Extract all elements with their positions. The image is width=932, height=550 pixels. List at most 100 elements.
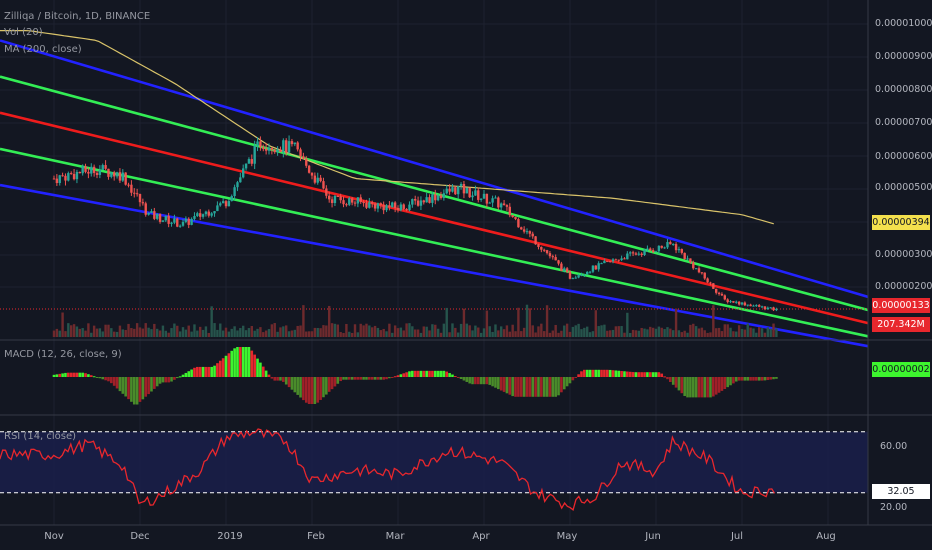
candle-body: [663, 247, 666, 249]
volume-bar: [746, 323, 749, 337]
candle-body: [285, 140, 288, 153]
candle-body: [505, 205, 509, 207]
volume-bar: [505, 325, 509, 337]
volume-bar: [87, 323, 90, 337]
volume-bar: [436, 328, 440, 337]
macd-bar: [376, 377, 380, 380]
macd-bar: [671, 377, 675, 385]
volume-bar: [431, 324, 434, 337]
volume-bar: [393, 325, 397, 337]
candle-body: [454, 187, 457, 195]
volume-bar: [336, 324, 339, 337]
candle-body: [147, 212, 150, 215]
volume-bar: [262, 332, 265, 337]
macd-bar: [439, 370, 443, 377]
candle-body: [482, 193, 486, 199]
candle-body: [583, 274, 586, 276]
candle-body: [267, 147, 271, 151]
volume-bar: [391, 332, 394, 337]
macd-bar: [216, 363, 219, 377]
candle-body: [479, 198, 483, 200]
macd-bar: [218, 360, 222, 377]
volume-bar: [333, 323, 337, 337]
rsi-indicator-label[interactable]: RSI (14, close): [4, 431, 77, 442]
macd-bar: [373, 377, 377, 380]
candle-body: [193, 216, 196, 219]
candle-body: [554, 257, 557, 261]
volume-bar: [176, 325, 179, 337]
candle-body: [614, 259, 618, 261]
volume-bar: [339, 332, 342, 337]
volume-bar: [709, 332, 712, 337]
macd-bar: [637, 372, 641, 377]
candle-body: [276, 149, 279, 153]
candle-body: [319, 177, 322, 182]
time-axis-label: Jun: [645, 531, 661, 542]
candle-body: [603, 261, 606, 264]
volume-bar: [293, 329, 296, 337]
candle-body: [158, 214, 162, 222]
volume-bar: [204, 326, 208, 337]
volume-bar: [454, 327, 457, 337]
ma-indicator-label[interactable]: MA (200, close): [4, 44, 82, 55]
macd-bar: [327, 377, 331, 392]
candle-body: [135, 193, 139, 195]
candle-body: [133, 192, 136, 194]
candle-body: [737, 301, 741, 305]
macd-bar: [517, 377, 520, 397]
volume-bar: [706, 332, 709, 337]
symbol-title[interactable]: Zilliqa / Bitcoin, 1D, BINANCE: [4, 11, 151, 22]
macd-bar: [694, 377, 698, 398]
macd-indicator-label[interactable]: MACD (12, 26, close, 9): [4, 349, 122, 360]
volume-indicator-label[interactable]: Vol (20): [4, 27, 43, 38]
volume-bar: [342, 332, 345, 337]
candle-body: [70, 173, 73, 175]
candle-body: [448, 188, 451, 192]
candle-body: [729, 301, 732, 303]
macd-bar: [144, 377, 148, 397]
macd-bar: [150, 377, 153, 392]
macd-bar: [115, 377, 119, 389]
volume-bar: [620, 326, 623, 337]
candle-body: [491, 198, 494, 203]
candle-body: [497, 197, 500, 208]
price-axis-label: 0.00000500: [875, 182, 932, 193]
macd-bar: [648, 372, 652, 377]
macd-bar: [729, 377, 732, 386]
candle-body: [488, 202, 491, 204]
macd-bar: [594, 369, 598, 377]
volume-bar: [193, 324, 196, 337]
macd-bar: [130, 377, 133, 402]
macd-bar: [167, 377, 170, 383]
candle-body: [405, 208, 408, 211]
volume-bar: [651, 327, 655, 337]
volume-bar: [623, 332, 626, 337]
candle-body: [164, 215, 167, 221]
macd-bar: [402, 373, 406, 377]
macd-bar: [425, 370, 428, 377]
candle-body: [540, 246, 543, 250]
candle-body: [101, 165, 104, 170]
macd-bar: [562, 377, 566, 390]
volume-bar: [520, 331, 523, 337]
macd-bar: [64, 372, 67, 377]
candle-body: [534, 236, 537, 245]
macd-bar: [760, 377, 764, 381]
candle-body: [124, 172, 127, 185]
candle-body: [459, 183, 463, 187]
candle-body: [270, 147, 274, 150]
macd-bar: [522, 377, 526, 397]
macd-bar: [408, 371, 411, 377]
macd-bar: [706, 377, 709, 398]
candle-body: [723, 295, 726, 300]
candle-body: [531, 233, 534, 237]
macd-bar: [293, 377, 297, 393]
macd-bar: [207, 366, 211, 377]
macd-bar: [548, 377, 552, 397]
candle-body: [586, 272, 589, 275]
macd-bar: [476, 377, 480, 385]
price-candles[interactable]: [52, 135, 778, 312]
volume-bar: [606, 330, 609, 337]
candle-body: [694, 268, 698, 270]
